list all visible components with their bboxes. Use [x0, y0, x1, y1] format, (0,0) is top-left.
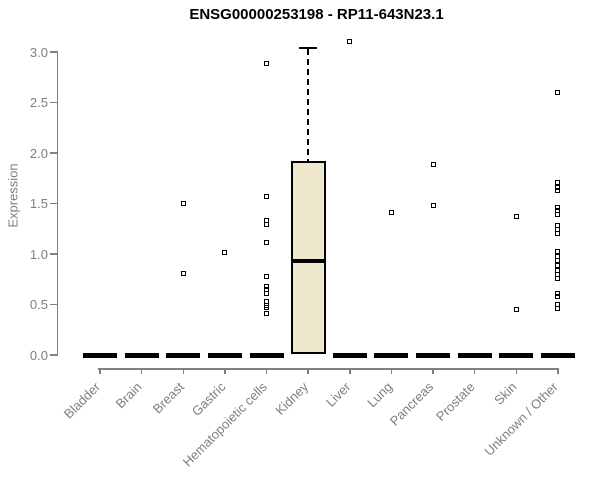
- y-tick-label: 3.0: [29, 44, 48, 60]
- x-axis-tick: [349, 368, 351, 374]
- collapsed-box-brain: [124, 352, 159, 358]
- outlier-point: [347, 39, 353, 45]
- y-axis-tick: [50, 303, 57, 306]
- outlier-point: [264, 305, 270, 311]
- x-tick-label-text: Prostate: [433, 379, 479, 425]
- y-tick-label: 0.5: [29, 297, 48, 312]
- collapsed-box-hematopoietic-cells: [249, 352, 284, 358]
- x-tick-label-text: Kidney: [272, 379, 312, 418]
- x-axis-tick: [140, 368, 143, 374]
- outlier-point: [555, 290, 561, 296]
- outlier-point: [430, 203, 436, 209]
- y-axis-tick: [50, 51, 57, 53]
- outlier-point: [555, 212, 561, 218]
- collapsed-box-gastric: [207, 352, 242, 358]
- y-axis-tick: [50, 101, 57, 104]
- collapsed-box-bladder: [83, 352, 117, 358]
- x-tick-label-text: Gastric: [188, 379, 229, 419]
- y-axis-tick: [50, 202, 57, 205]
- outlier-point: [264, 222, 270, 228]
- x-axis-tick: [557, 368, 559, 374]
- outlier-point: [555, 205, 561, 211]
- y-axis-tick: [50, 253, 57, 255]
- outlier-point: [555, 89, 561, 95]
- y-tick-label: 1.0: [29, 246, 48, 262]
- x-axis-tick: [99, 368, 101, 374]
- y-tick-label: 0.0: [29, 347, 48, 363]
- collapsed-box-pancreas: [416, 352, 451, 358]
- outlier-point: [180, 201, 186, 206]
- y-axis-tick: [50, 354, 57, 356]
- x-axis-tick: [390, 368, 393, 374]
- x-tick-label-text: Brain: [112, 379, 145, 412]
- outlier-point: [264, 290, 270, 296]
- y-tick-label: 2.0: [29, 145, 48, 161]
- outlier-point: [264, 240, 270, 246]
- x-axis-tick: [307, 368, 309, 374]
- x-tick-label-text: Unknown / Other: [481, 379, 562, 459]
- outlier-point: [555, 257, 561, 263]
- collapsed-box-unknown-other: [540, 352, 575, 358]
- x-axis-tick: [515, 368, 518, 374]
- outlier-point: [264, 193, 270, 199]
- outlier-point: [513, 214, 519, 220]
- outlier-point: [430, 161, 436, 167]
- x-axis-tick: [473, 368, 476, 374]
- x-tick-label-text: Liver: [322, 379, 354, 410]
- y-tick-label: 2.5: [29, 95, 48, 110]
- outlier-point: [264, 311, 270, 317]
- outlier-point: [555, 293, 561, 299]
- x-axis-tick: [182, 368, 185, 374]
- outlier-point: [555, 187, 561, 193]
- x-axis-tick: [224, 368, 226, 374]
- box-kidney: [290, 161, 326, 354]
- x-tick-label-text: Pancreas: [386, 379, 437, 429]
- outlier-point: [388, 210, 394, 216]
- outlier-point: [264, 60, 270, 66]
- outlier-point: [180, 270, 186, 276]
- x-axis-line: [98, 368, 559, 370]
- x-tick-label-text: Lung: [363, 379, 395, 411]
- collapsed-box-breast: [166, 352, 201, 358]
- collapsed-box-liver: [332, 352, 367, 358]
- outlier-point: [222, 250, 228, 256]
- outlier-point: [555, 262, 561, 268]
- x-axis-tick: [265, 368, 268, 374]
- outlier-point: [264, 273, 270, 279]
- outlier-point: [555, 179, 561, 185]
- outlier-point: [555, 275, 561, 281]
- x-tick-label-text: Breast: [149, 379, 187, 417]
- chart-title: ENSG00000253198 - RP11-643N23.1: [189, 6, 444, 23]
- collapsed-box-lung: [374, 352, 409, 358]
- y-tick-label: 1.5: [29, 196, 48, 211]
- upper-whisker: [307, 48, 310, 162]
- outlier-point: [555, 184, 561, 190]
- y-axis-tick: [50, 152, 57, 154]
- collapsed-box-skin: [499, 352, 534, 358]
- outlier-point: [264, 283, 270, 289]
- x-axis-tick: [432, 368, 434, 374]
- x-tick-label-text: Skin: [491, 379, 520, 408]
- x-tick-label-text: Bladder: [61, 379, 104, 422]
- y-axis-line: [56, 51, 58, 356]
- outlier-point: [555, 306, 561, 312]
- median-line: [290, 259, 326, 264]
- outlier-point: [513, 307, 519, 313]
- collapsed-box-prostate: [457, 352, 492, 358]
- upper-whisker-cap: [299, 46, 318, 49]
- outlier-point: [555, 231, 561, 237]
